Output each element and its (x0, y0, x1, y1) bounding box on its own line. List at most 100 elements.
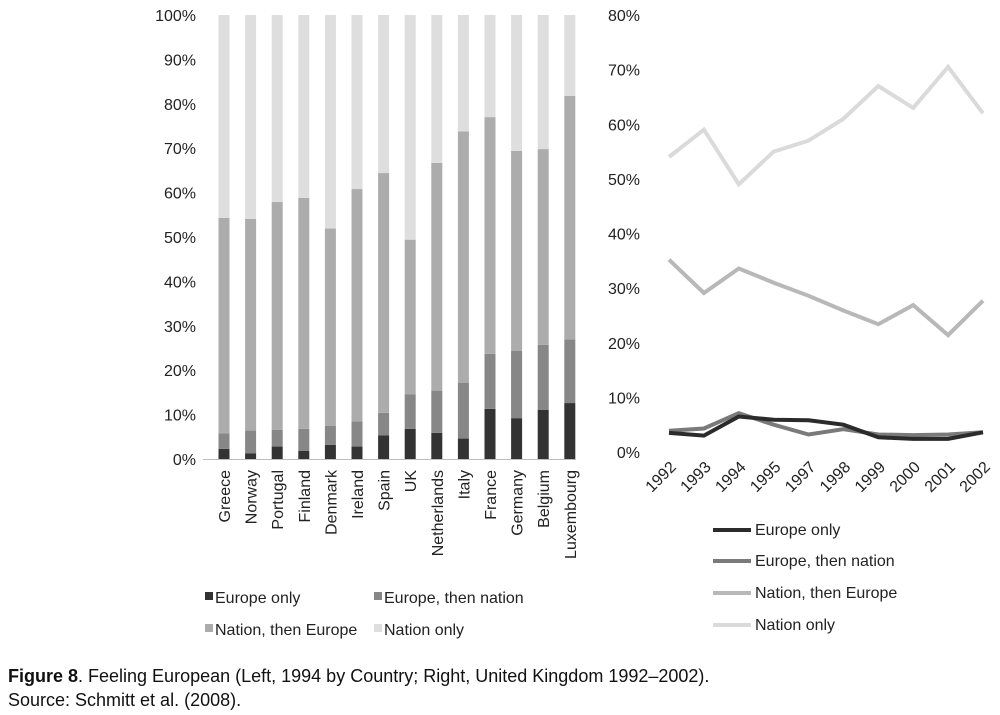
y-tick-label: 50% (164, 230, 196, 247)
y-tick-label: 70% (164, 141, 196, 158)
bar-segment (564, 403, 576, 459)
legend-label: Nation, then Europe (215, 622, 357, 639)
x-tick-label: Spain (377, 470, 394, 511)
y-tick-label: 10% (608, 390, 640, 407)
bar-segment (245, 218, 257, 431)
legend-swatch (374, 624, 382, 632)
x-tick-label: Luxembourg (563, 470, 580, 559)
bar-segment (378, 412, 390, 436)
x-tick-label: Norway (244, 470, 261, 524)
x-tick-label: 1995 (747, 459, 784, 496)
bar-segment (457, 438, 469, 459)
series-line (667, 258, 985, 338)
x-tick-label: Netherlands (430, 470, 447, 556)
bar-segment (298, 451, 310, 459)
x-tick-label: 1993 (678, 459, 715, 496)
legend-label: Europe only (755, 522, 840, 539)
bar-segment (457, 382, 469, 439)
bar-segment (378, 435, 390, 459)
bar-segment (484, 408, 496, 459)
bar-segment (378, 173, 390, 413)
bar-segment (271, 201, 283, 430)
x-tick-label: 1997 (782, 459, 819, 496)
y-tick-label: 0% (617, 445, 640, 462)
bar-segment (245, 453, 257, 459)
y-tick-label: 90% (164, 52, 196, 69)
caption-figure-label: Figure 8 (8, 666, 79, 686)
y-tick-label: 30% (608, 281, 640, 298)
bar-segment (351, 189, 363, 422)
x-tick-label: Belgium (536, 470, 553, 528)
y-tick-label: 80% (608, 8, 640, 25)
legend-swatch (205, 624, 213, 632)
x-tick-label: France (483, 470, 500, 520)
y-tick-label: 20% (164, 363, 196, 380)
x-tick-label: 1994 (712, 459, 749, 496)
x-tick-label: Greece (217, 470, 234, 523)
bar-segment (537, 149, 549, 345)
y-tick-label: 80% (164, 97, 196, 114)
bar-segment (378, 15, 390, 174)
series-line (668, 414, 984, 441)
bar-segment (271, 15, 283, 202)
x-tick-label: UK (403, 470, 420, 493)
bar-segment (245, 15, 257, 219)
series-line (667, 63, 985, 188)
x-tick-label: 2000 (887, 459, 924, 496)
y-tick-label: 0% (173, 452, 196, 469)
bar-segment (537, 15, 549, 150)
figure-caption: Figure 8. Feeling European (Left, 1994 b… (8, 664, 709, 712)
y-tick-label: 40% (164, 274, 196, 291)
bar-segment (298, 197, 310, 429)
bar-segment (537, 344, 549, 410)
bar-segment (218, 15, 230, 218)
bar-segment (351, 446, 363, 459)
legend-label: Europe only (215, 590, 300, 607)
x-tick-label: 1998 (817, 459, 854, 496)
bar-segment (511, 350, 523, 419)
bar-segment (218, 448, 230, 459)
bar-segment (404, 239, 416, 395)
bar-segment (431, 432, 443, 459)
bar-segment (404, 15, 416, 240)
y-tick-label: 30% (164, 319, 196, 336)
bar-segment (271, 429, 283, 447)
y-tick-label: 60% (608, 117, 640, 134)
y-tick-label: 10% (164, 408, 196, 425)
bar-segment (484, 353, 496, 409)
bar-segment (324, 15, 336, 229)
bar-segment (484, 117, 496, 354)
bar-segment (218, 217, 230, 434)
bar-segment (404, 394, 416, 429)
legend-label: Nation only (755, 617, 835, 634)
y-tick-label: 50% (608, 172, 640, 189)
x-tick-label: Finland (297, 470, 314, 522)
legend-label: Europe, then nation (755, 553, 895, 570)
y-tick-label: 20% (608, 336, 640, 353)
x-tick-label: Ireland (350, 470, 367, 519)
left-chart: 0% 10% 20% 30% 40% 50% 60% 70% 80% 90% 100% Greece N… (155, 8, 580, 639)
bar-segment (404, 428, 416, 459)
bar-segment (564, 95, 576, 340)
legend-label: Nation only (384, 622, 464, 639)
bar-segment (351, 421, 363, 447)
caption-source: Source: Schmitt et al. (2008). (8, 690, 242, 710)
legend-label: Nation, then Europe (755, 585, 897, 602)
bar-segment (457, 15, 469, 132)
x-tick-label: 2001 (922, 459, 959, 496)
legend-label: Europe, then nation (384, 590, 524, 607)
bar-segment (431, 390, 443, 433)
bar-segment (324, 444, 336, 459)
bar-segment (511, 418, 523, 459)
bar-segment (351, 15, 363, 190)
bar-segment (298, 15, 310, 198)
chart-svg: 0% 10% 20% 30% 40% 50% 60% 70% 80% 90% 100% Greece N… (155, 8, 994, 639)
bar-segment (431, 15, 443, 163)
right-chart: 0%10%20%30%40%50%60%70%80%19921993199419… (608, 8, 994, 634)
bar-segment (298, 428, 310, 452)
bar-segment (218, 433, 230, 449)
bar-segment (537, 409, 549, 459)
bar-segment (324, 228, 336, 426)
y-tick-label: 70% (608, 63, 640, 80)
